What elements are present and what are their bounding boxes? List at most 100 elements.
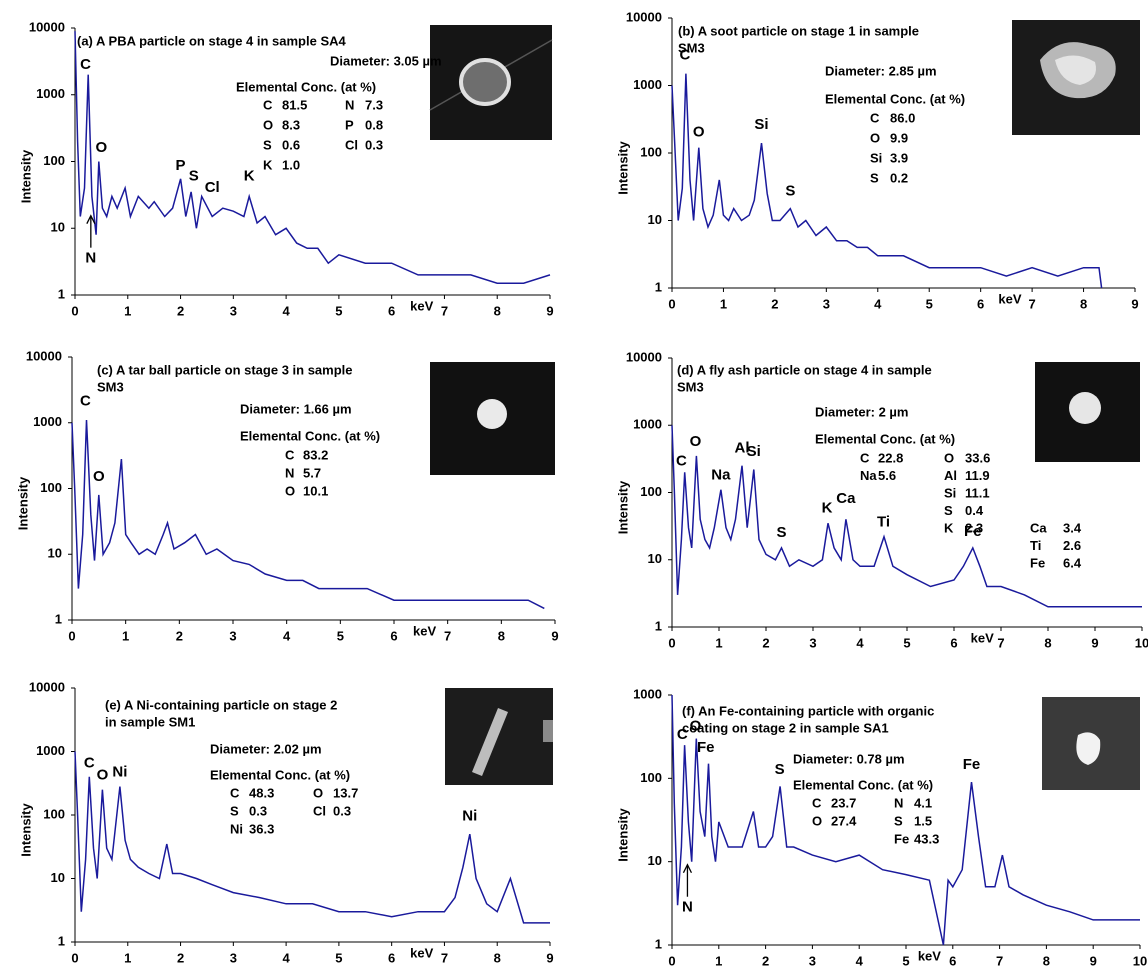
conc-cell: 0.3 [333, 803, 351, 818]
panel-title: (c) A tar ball particle on stage 3 in sa… [97, 362, 353, 377]
x-tick-label: 9 [1131, 296, 1138, 311]
y-tick-label: 10 [51, 220, 65, 235]
conc-cell: 3.4 [1063, 520, 1082, 535]
peak-label: N [85, 250, 96, 267]
conc-cell: 3.9 [890, 150, 908, 165]
conc-title: Elemental Conc. (at %) [240, 428, 380, 443]
conc-cell: Ti [1030, 538, 1041, 553]
peak-label: C [679, 46, 690, 63]
y-tick-label: 1 [655, 618, 662, 633]
conc-cell: S [894, 813, 903, 828]
y-tick-label: 10 [648, 853, 662, 868]
conc-cell: 1.0 [282, 157, 300, 172]
x-tick-label: 10 [1135, 635, 1148, 650]
y-axis-label: Intensity [15, 476, 30, 530]
peak-label: S [775, 761, 785, 778]
conc-cell: 81.5 [282, 97, 307, 112]
y-tick-label: 1000 [33, 414, 62, 429]
x-tick-label: 3 [230, 303, 237, 318]
conc-cell: O [944, 450, 954, 465]
peak-label: Na [711, 466, 731, 483]
diameter: Diameter: 2 µm [815, 404, 908, 419]
conc-title: Elemental Conc. (at %) [815, 431, 955, 446]
inset-a [429, 25, 553, 140]
conc-title: Elemental Conc. (at %) [793, 777, 933, 792]
peak-label: O [690, 433, 702, 450]
conc-cell: O [313, 785, 323, 800]
x-tick-label: 8 [1043, 953, 1050, 968]
diameter: Diameter: 3.05 µm [330, 53, 442, 68]
conc-cell: 0.3 [365, 137, 383, 152]
x-tick-label: 5 [903, 635, 910, 650]
y-tick-label: 10000 [29, 19, 65, 34]
x-tick-label: 0 [668, 953, 675, 968]
conc-cell: S [230, 803, 239, 818]
y-tick-label: 10 [648, 551, 662, 566]
conc-cell: 13.7 [333, 785, 358, 800]
panel-title: in sample SM1 [105, 714, 195, 729]
x-tick-label: 6 [390, 628, 397, 643]
x-tick-label: 9 [1091, 635, 1098, 650]
conc-cell: O [285, 483, 295, 498]
conc-cell: S [944, 503, 953, 518]
x-tick-label: 9 [546, 303, 553, 318]
y-tick-label: 1000 [633, 417, 662, 432]
conc-cell: 1.5 [914, 813, 932, 828]
conc-cell: 43.3 [914, 831, 939, 846]
conc-cell: 8.3 [282, 117, 300, 132]
x-tick-label: 2 [762, 953, 769, 968]
panel-title: (b) A soot particle on stage 1 in sample [678, 23, 919, 38]
x-tick-label: 1 [122, 628, 129, 643]
panel-title: coating on stage 2 in sample SA1 [682, 720, 889, 735]
conc-cell: Ni [230, 821, 243, 836]
panel-title: SM3 [97, 379, 124, 394]
conc-cell: Si [944, 485, 956, 500]
x-axis-label: keV [410, 298, 433, 313]
conc-cell: 2.6 [1063, 538, 1081, 553]
y-tick-label: 100 [640, 484, 662, 499]
x-tick-label: 7 [441, 950, 448, 965]
y-tick-label: 1000 [36, 743, 65, 758]
conc-title: Elemental Conc. (at %) [210, 767, 350, 782]
x-tick-label: 2 [177, 950, 184, 965]
y-tick-label: 1 [655, 936, 662, 951]
x-axis-label: keV [998, 291, 1021, 306]
x-tick-label: 7 [997, 635, 1004, 650]
y-axis-label: Intensity [615, 480, 630, 534]
x-tick-label: 6 [949, 953, 956, 968]
x-tick-label: 4 [856, 953, 864, 968]
conc-cell: C [230, 785, 240, 800]
peak-label: S [785, 182, 795, 199]
conc-cell: 9.9 [890, 130, 908, 145]
y-tick-label: 100 [40, 480, 62, 495]
spectrum-line [671, 73, 1103, 289]
conc-cell: P [345, 117, 354, 132]
inset-d [1035, 362, 1140, 462]
conc-cell: 27.4 [831, 813, 857, 828]
panel-title: (f) An Fe-containing particle with organ… [682, 703, 934, 718]
conc-cell: N [285, 465, 294, 480]
peak-label: K [244, 167, 255, 184]
x-tick-label: 9 [546, 950, 553, 965]
y-axis-label: Intensity [18, 149, 33, 203]
x-tick-label: 2 [762, 635, 769, 650]
conc-cell: 5.7 [303, 465, 321, 480]
peak-label: Ni [112, 763, 127, 780]
conc-cell: O [870, 130, 880, 145]
x-axis-label: keV [410, 945, 433, 960]
conc-cell: C [263, 97, 273, 112]
y-tick-label: 1 [58, 933, 65, 948]
x-tick-label: 3 [229, 628, 236, 643]
y-tick-label: 10 [51, 870, 65, 885]
x-tick-label: 1 [720, 296, 727, 311]
y-tick-label: 10 [48, 546, 62, 561]
peak-arrowhead [86, 214, 96, 224]
y-tick-label: 1000 [36, 86, 65, 101]
conc-cell: 0.2 [890, 170, 908, 185]
peak-label: S [777, 524, 787, 541]
conc-cell: 0.4 [965, 503, 984, 518]
spectrum-line [71, 419, 545, 610]
conc-cell: 23.7 [831, 795, 856, 810]
conc-cell: Fe [1030, 555, 1045, 570]
